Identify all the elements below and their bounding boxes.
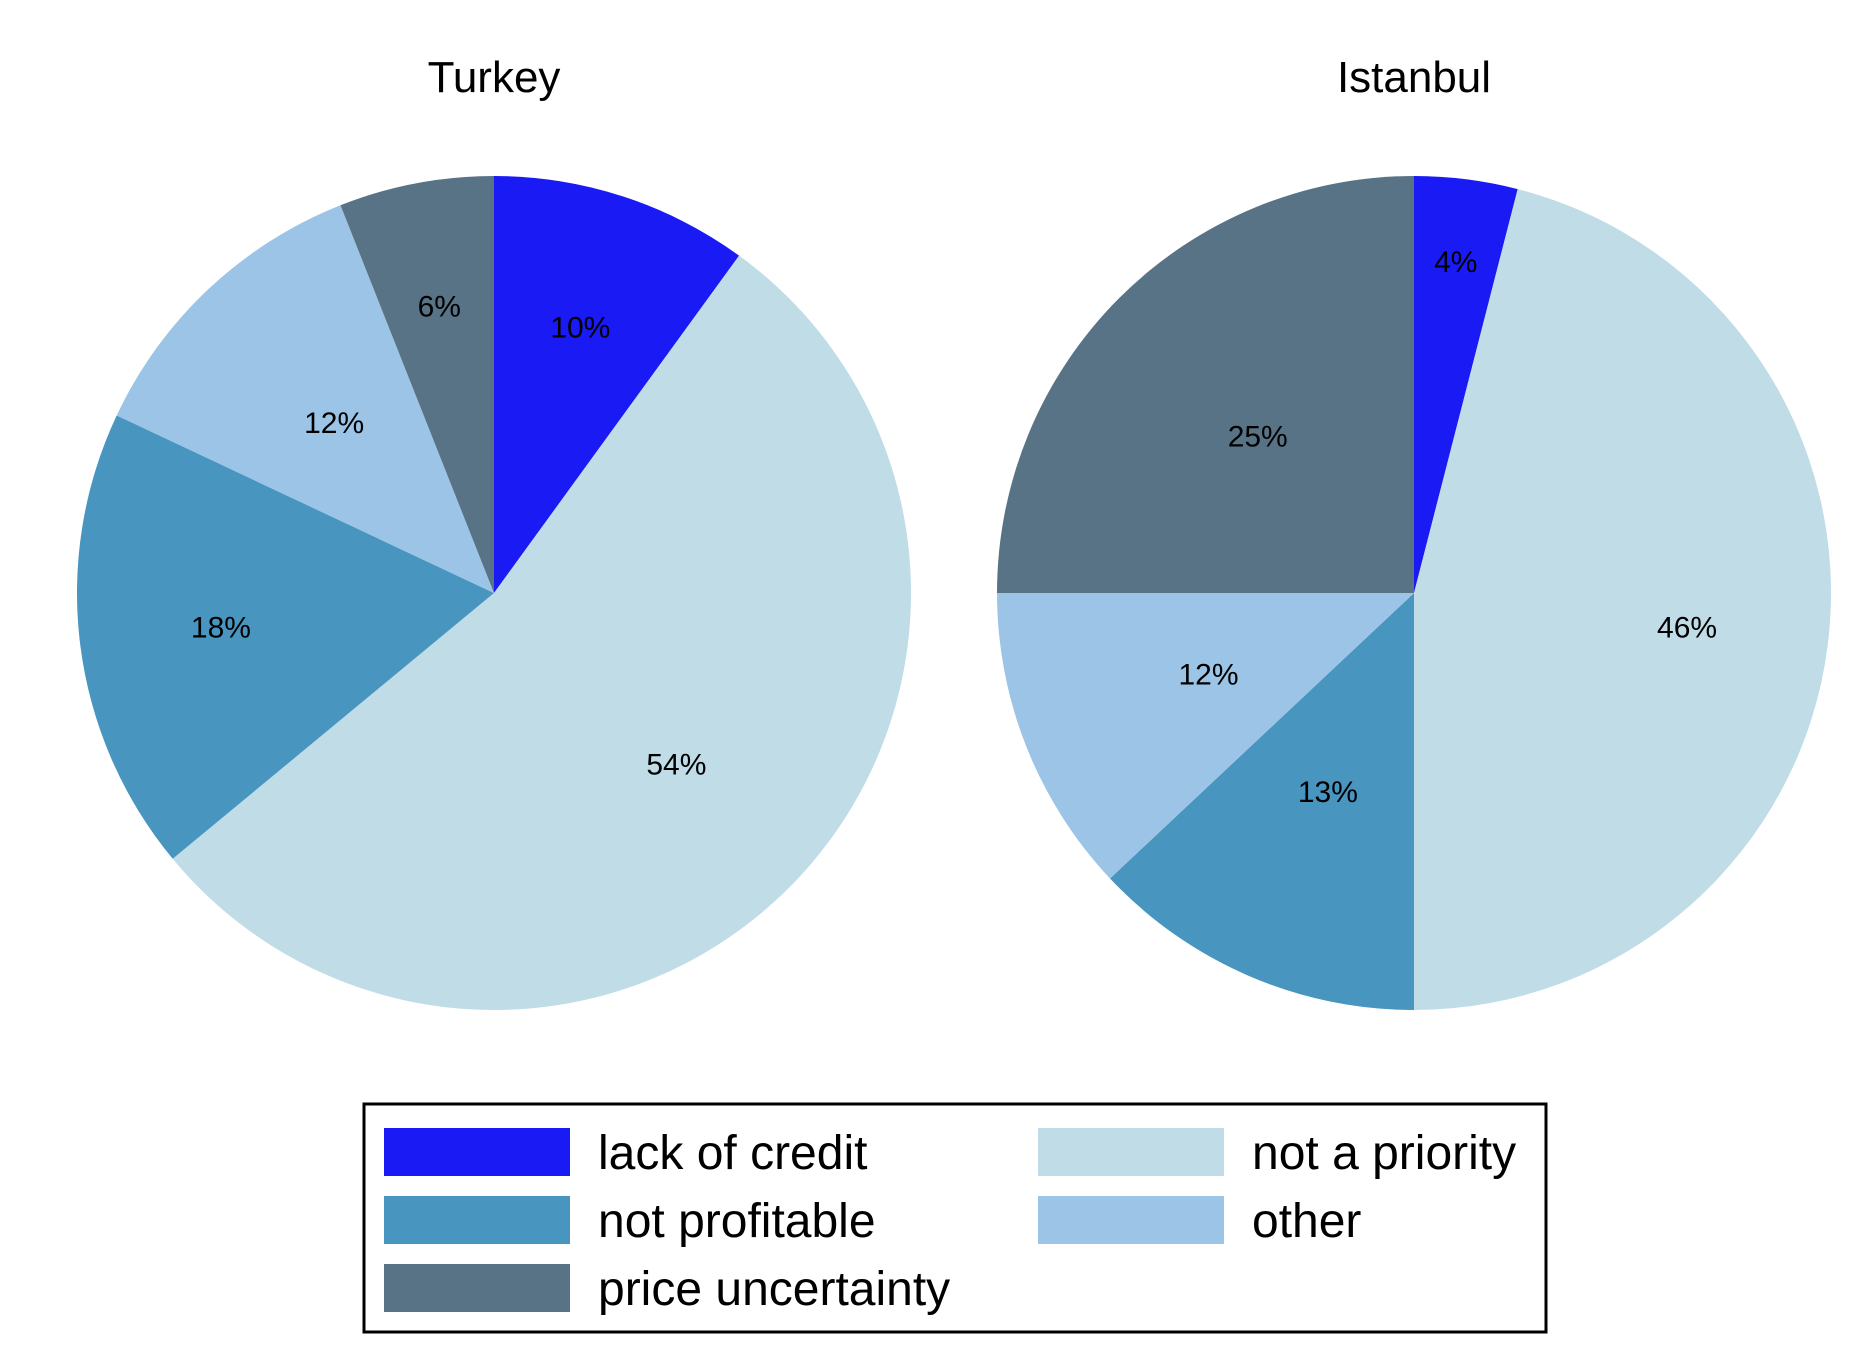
slice-price-uncertainty	[340, 176, 494, 593]
slice-not-profitable	[77, 415, 495, 859]
slice-not-a-priority	[1414, 189, 1831, 1010]
slice-other	[997, 593, 1414, 879]
legend-label-other: other	[1252, 1195, 1361, 1248]
slice-lack-of-credit	[494, 176, 740, 593]
pie-title: Turkey	[428, 53, 561, 102]
slice-not-a-priority	[172, 255, 911, 1010]
legend-swatch-price-uncertainty	[384, 1264, 570, 1312]
slice-label-not-profitable: 18%	[191, 611, 251, 644]
pie-title: Istanbul	[1337, 53, 1491, 102]
legend-swatch-other	[1038, 1196, 1224, 1244]
legend-swatch-not-profitable	[384, 1196, 570, 1244]
pie-istanbul: 4% 46% 13% 12% 25% Istanbul	[997, 53, 1831, 1010]
slice-not-profitable	[1110, 593, 1414, 1010]
pie-turkey: 10% 54% 18% 12% 6% Turkey	[77, 53, 911, 1010]
slice-label-price-uncertainty: 25%	[1228, 421, 1288, 454]
legend-label-price-uncertainty: price uncertainty	[598, 1263, 950, 1316]
slice-label-not-a-priority: 46%	[1657, 611, 1717, 644]
slice-price-uncertainty	[997, 176, 1414, 593]
legend: lack of credit not a priority not profitab…	[362, 1102, 1548, 1334]
slice-label-not-profitable: 13%	[1298, 776, 1358, 809]
legend-label-not-profitable: not profitable	[598, 1195, 876, 1248]
slice-label-price-uncertainty: 6%	[418, 290, 461, 323]
legend-swatch-lack-of-credit	[384, 1128, 570, 1176]
slice-label-not-a-priority: 54%	[646, 748, 706, 781]
slice-label-lack-of-credit: 10%	[550, 311, 610, 344]
slice-other	[116, 205, 494, 593]
slice-label-other: 12%	[304, 407, 364, 440]
legend-swatch-not-a-priority	[1038, 1128, 1224, 1176]
legend-label-lack-of-credit: lack of credit	[598, 1127, 867, 1180]
slice-label-other: 12%	[1178, 658, 1238, 691]
slice-label-lack-of-credit: 4%	[1434, 246, 1477, 279]
legend-label-not-a-priority: not a priority	[1252, 1127, 1516, 1180]
slice-lack-of-credit	[1414, 176, 1518, 593]
